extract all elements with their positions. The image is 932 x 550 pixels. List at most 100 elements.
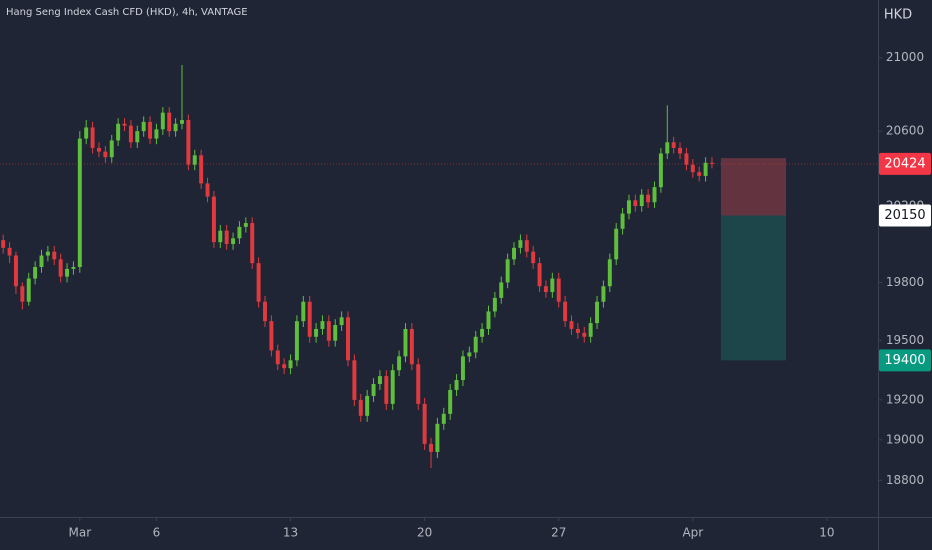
candle-body <box>243 223 248 227</box>
candle-body <box>205 183 210 197</box>
x-tick-label: Mar <box>68 526 91 540</box>
candle-body <box>352 360 357 400</box>
x-tick-label: 6 <box>153 526 161 540</box>
y-tick-label: 19200 <box>886 392 924 406</box>
candle-body <box>595 301 600 324</box>
stop-zone <box>720 158 787 216</box>
price-label-box <box>879 152 931 175</box>
candle-body <box>397 356 402 371</box>
candle-body <box>45 251 50 256</box>
candle-body <box>180 120 184 124</box>
candle-body <box>58 259 63 277</box>
candle-body <box>256 263 261 302</box>
candle-body <box>224 230 229 245</box>
candle-body <box>20 286 25 302</box>
candle-body <box>582 332 587 337</box>
candle-body <box>403 328 408 357</box>
candle-body <box>390 370 395 404</box>
candle-body <box>1 240 6 248</box>
candle-body <box>601 286 606 302</box>
x-tick-label: 27 <box>551 526 566 540</box>
candle-body <box>690 164 695 173</box>
candle-body <box>122 123 127 126</box>
y-tick-label: 20600 <box>886 124 924 138</box>
candle-body <box>26 278 31 302</box>
candle-body <box>626 200 631 214</box>
candle-body <box>499 282 504 298</box>
candle-body <box>173 123 178 132</box>
y-tick-label: 21000 <box>886 50 924 64</box>
candle-body <box>192 155 197 165</box>
candle-body <box>537 263 542 287</box>
candle-body <box>709 162 714 164</box>
x-tick-label: Apr <box>682 526 703 540</box>
candle-body <box>371 384 376 396</box>
candle-body <box>90 127 95 148</box>
candle-body <box>588 323 593 337</box>
candle-body <box>116 123 121 141</box>
candle-body <box>441 413 446 424</box>
candle-body <box>569 321 574 329</box>
candle-body <box>294 321 299 361</box>
candle-body <box>658 153 663 188</box>
candle-body <box>167 112 172 132</box>
candle-body <box>250 223 255 264</box>
candle-body <box>512 247 517 260</box>
candle-body <box>505 259 510 283</box>
currency-label: HKD <box>884 8 912 23</box>
candle-body <box>639 194 644 207</box>
candle-body <box>160 112 165 130</box>
candle-body <box>39 255 44 268</box>
candle-body <box>697 172 702 176</box>
candle-body <box>96 147 101 152</box>
candle-body <box>148 121 153 139</box>
candle-body <box>218 230 223 243</box>
candle-body <box>429 443 433 452</box>
y-tick-label: 19800 <box>886 275 924 289</box>
candle-body <box>314 328 319 337</box>
candle-body <box>563 301 568 322</box>
candle-body <box>416 364 421 404</box>
price-label-box <box>879 204 931 227</box>
candle-body <box>33 267 38 279</box>
candle-body <box>269 321 274 351</box>
candle-body <box>550 278 555 293</box>
candle-body <box>141 121 146 132</box>
candle-body <box>652 187 657 203</box>
candle-body <box>684 153 689 165</box>
y-tick-label: 19500 <box>886 333 924 347</box>
candle-body <box>307 301 312 337</box>
candle-body <box>646 194 651 203</box>
candle-body <box>384 376 389 404</box>
candle-body <box>199 155 204 184</box>
candle-body <box>237 226 242 239</box>
candle-body <box>531 251 536 264</box>
candle-body <box>109 140 114 158</box>
candle-body <box>524 240 529 252</box>
candle-body <box>365 395 370 416</box>
candle-body <box>467 352 472 357</box>
candle-body <box>301 301 306 322</box>
candle-body <box>13 255 18 287</box>
candle-body <box>333 325 338 341</box>
candle-body <box>320 321 325 329</box>
candle-body <box>422 403 427 444</box>
candle-body <box>620 213 625 229</box>
candle-body <box>614 228 619 260</box>
candle-body <box>543 286 548 293</box>
candle-body <box>263 301 267 322</box>
candle-body <box>135 131 140 143</box>
candle-body <box>678 147 683 154</box>
candle-body <box>231 238 236 245</box>
candle-body <box>154 129 159 139</box>
candle-body <box>71 267 76 269</box>
candle-body <box>7 247 12 256</box>
candle-body <box>358 399 363 416</box>
x-tick-label: 13 <box>283 526 298 540</box>
price-label: 20424 <box>884 156 925 171</box>
candle-body <box>377 376 382 385</box>
candle-body <box>486 311 491 329</box>
candle-body <box>128 125 133 143</box>
candle-body <box>288 360 293 369</box>
